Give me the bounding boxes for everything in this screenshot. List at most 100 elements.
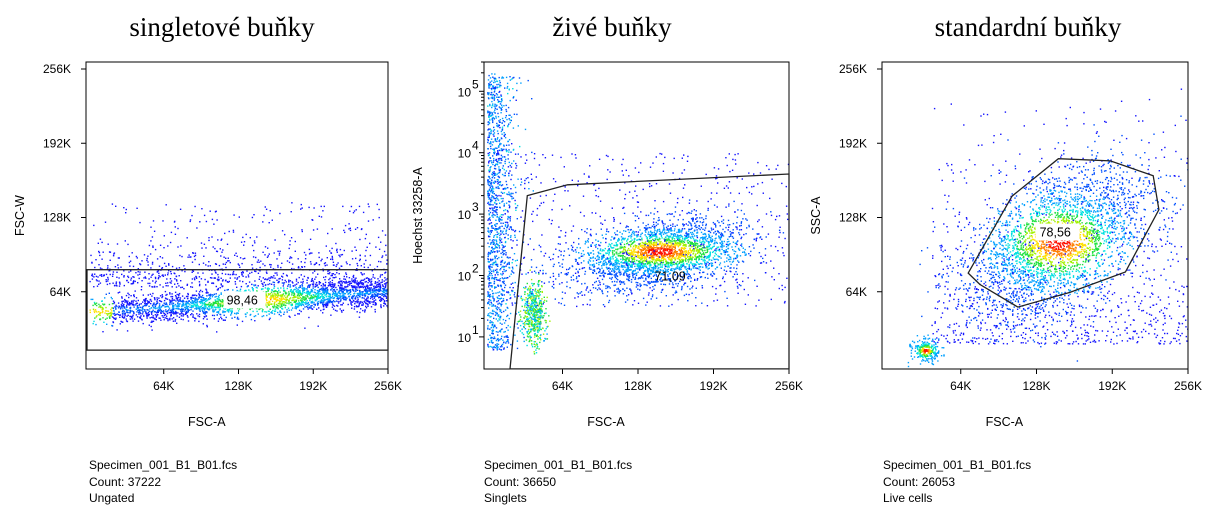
event-dot [386, 278, 388, 280]
event-dot [150, 302, 152, 305]
event-dot [623, 273, 625, 275]
event-dot [657, 255, 659, 257]
event-dot [293, 296, 295, 298]
event-dot [352, 299, 355, 302]
event-dot [125, 300, 127, 302]
event-dot [641, 262, 643, 264]
event-dot [354, 246, 356, 248]
event-dot [301, 230, 303, 233]
event-dot [278, 305, 280, 307]
event-dot [149, 293, 152, 295]
event-dot [329, 293, 331, 295]
event-dot [690, 277, 692, 279]
event-dot [297, 266, 300, 268]
event-dot [253, 249, 255, 252]
event-dot [217, 273, 219, 276]
event-dot [194, 299, 196, 302]
event-dot [377, 288, 379, 291]
event-dot [614, 295, 616, 297]
event-dot [107, 243, 109, 245]
event-dot [322, 297, 325, 299]
event-dot [653, 213, 655, 215]
event-dot [355, 257, 357, 260]
event-dot [649, 273, 651, 275]
event-dot [214, 271, 217, 273]
event-dot [169, 292, 171, 294]
event-dot [630, 233, 633, 236]
event-dot [217, 239, 219, 241]
event-dot [364, 281, 366, 283]
event-dot [337, 298, 340, 300]
event-dot [654, 264, 656, 266]
event-dot [141, 313, 144, 315]
event-dot [379, 299, 381, 302]
event-dot [673, 246, 675, 248]
event-dot [653, 266, 655, 268]
event-dot [238, 290, 240, 292]
event-dot [226, 289, 228, 291]
event-dot [239, 290, 241, 292]
event-dot [646, 253, 648, 255]
x-tick-label: 256K [374, 379, 402, 393]
event-dot [205, 315, 208, 317]
event-dot [682, 238, 684, 240]
event-dot [165, 310, 167, 313]
x-axis-label: FSC-A [188, 415, 226, 429]
event-dot [623, 212, 626, 215]
event-dot [123, 207, 125, 209]
event-dot [254, 280, 256, 282]
event-dot [641, 232, 643, 234]
event-dot [664, 249, 667, 252]
event-dot [142, 311, 144, 313]
event-dot [658, 237, 661, 239]
event-dot [299, 302, 301, 304]
event-dot [253, 240, 256, 242]
event-dot [204, 313, 206, 315]
event-dot [630, 253, 632, 256]
event-dot [682, 262, 685, 264]
event-dot [696, 243, 698, 245]
event-dot [131, 300, 133, 302]
event-dot [636, 247, 639, 249]
event-dot [207, 280, 209, 283]
event-dot [287, 299, 289, 301]
event-dot [203, 302, 206, 304]
event-dot [630, 281, 633, 283]
event-dot [256, 261, 259, 263]
event-dot [301, 299, 303, 301]
event-dot [292, 285, 295, 287]
event-dot [333, 288, 336, 291]
event-dot [302, 301, 304, 304]
event-dot [352, 296, 354, 298]
event-dot [716, 242, 718, 244]
event-dot [161, 267, 163, 270]
event-dot [170, 231, 173, 234]
event-dot [637, 239, 639, 241]
event-dot [673, 253, 676, 256]
event-dot [239, 257, 242, 259]
event-dot [226, 281, 229, 283]
event-dot [578, 252, 580, 254]
event-dot [672, 254, 675, 257]
event-dot [367, 288, 370, 290]
event-dot [165, 294, 167, 296]
event-dot [286, 311, 288, 313]
event-dot [674, 258, 676, 260]
event-dot [378, 290, 380, 292]
event-dot [316, 308, 318, 310]
event-dot [627, 263, 629, 265]
event-dot [367, 285, 369, 287]
event-dot [195, 275, 197, 278]
event-dot [385, 297, 388, 299]
event-dot [294, 250, 296, 252]
event-dot [605, 262, 607, 264]
event-dot [96, 304, 98, 307]
event-dot [278, 254, 281, 256]
event-dot [641, 247, 644, 249]
event-dot [300, 304, 303, 307]
event-dot [343, 298, 345, 300]
event-dot [305, 303, 307, 305]
event-dot [601, 250, 603, 252]
event-dot [332, 304, 334, 306]
event-dot [369, 254, 372, 257]
